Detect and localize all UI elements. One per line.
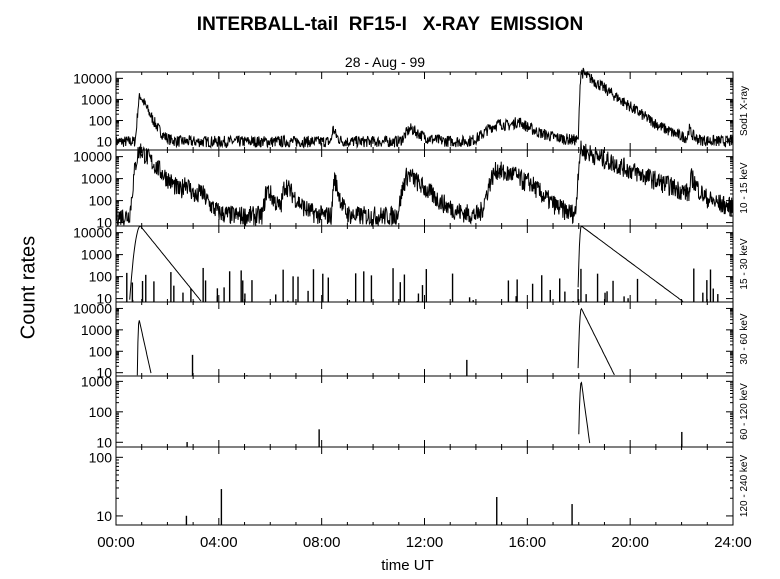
channel-label: 30 - 60 keV (739, 313, 750, 364)
y-tick-label: 10 (96, 365, 112, 381)
y-tick-label: 100 (89, 193, 113, 209)
y-tick-label: 10000 (73, 149, 112, 165)
y-tick-label: 1000 (81, 373, 112, 389)
channel-label: Sod1 X-ray (739, 86, 750, 136)
y-tick-label: 1000 (81, 91, 112, 107)
x-axis-label: time UT (381, 557, 434, 574)
series-trace (115, 140, 734, 228)
panel-frame (115, 301, 734, 377)
y-tick-label: 1000 (81, 247, 112, 263)
channel-label: 120 - 240 keV (739, 455, 750, 518)
channel-label: 10 - 15 keV (739, 162, 750, 213)
y-tick-label: 1000 (81, 322, 112, 338)
y-tick-label: 100 (89, 449, 113, 465)
series-trace (136, 307, 615, 376)
series-trace (578, 381, 591, 444)
y-tick-label: 10 (96, 215, 112, 231)
x-tick-label: 00:00 (97, 534, 135, 551)
y-tick-label: 10 (96, 508, 112, 524)
x-tick-label: 08:00 (303, 534, 341, 551)
x-tick-label: 12:00 (406, 534, 444, 551)
channel-label: 15 - 30 keV (739, 238, 750, 289)
x-tick-label: 24:00 (714, 534, 752, 551)
chart-subtitle: 28 - Aug - 99 (344, 54, 426, 70)
panel-frame (115, 446, 734, 526)
chart-title: INTERBALL-tail RF15-I X-RAY EMISSION (196, 14, 584, 35)
channel-label: 60 - 120 keV (739, 383, 750, 440)
series-trace (129, 225, 684, 302)
series-trace (115, 67, 734, 150)
x-tick-label: 20:00 (611, 534, 649, 551)
y-tick-label: 10 (96, 291, 112, 307)
y-tick-label: 1000 (81, 171, 112, 187)
x-tick-label: 16:00 (509, 534, 547, 551)
x-tick-label: 04:00 (200, 534, 238, 551)
y-tick-label: 10000 (73, 70, 112, 86)
y-tick-label: 10 (96, 434, 112, 450)
y-tick-label: 10000 (73, 225, 112, 241)
y-tick-label: 100 (89, 269, 113, 285)
y-tick-label: 100 (89, 404, 113, 420)
panel-frame (115, 225, 734, 303)
y-tick-label: 100 (89, 113, 113, 129)
y-tick-label: 100 (89, 343, 113, 359)
panel-frame (115, 375, 734, 448)
y-tick-label: 10 (96, 134, 112, 150)
y-tick-label: 10000 (73, 300, 112, 316)
